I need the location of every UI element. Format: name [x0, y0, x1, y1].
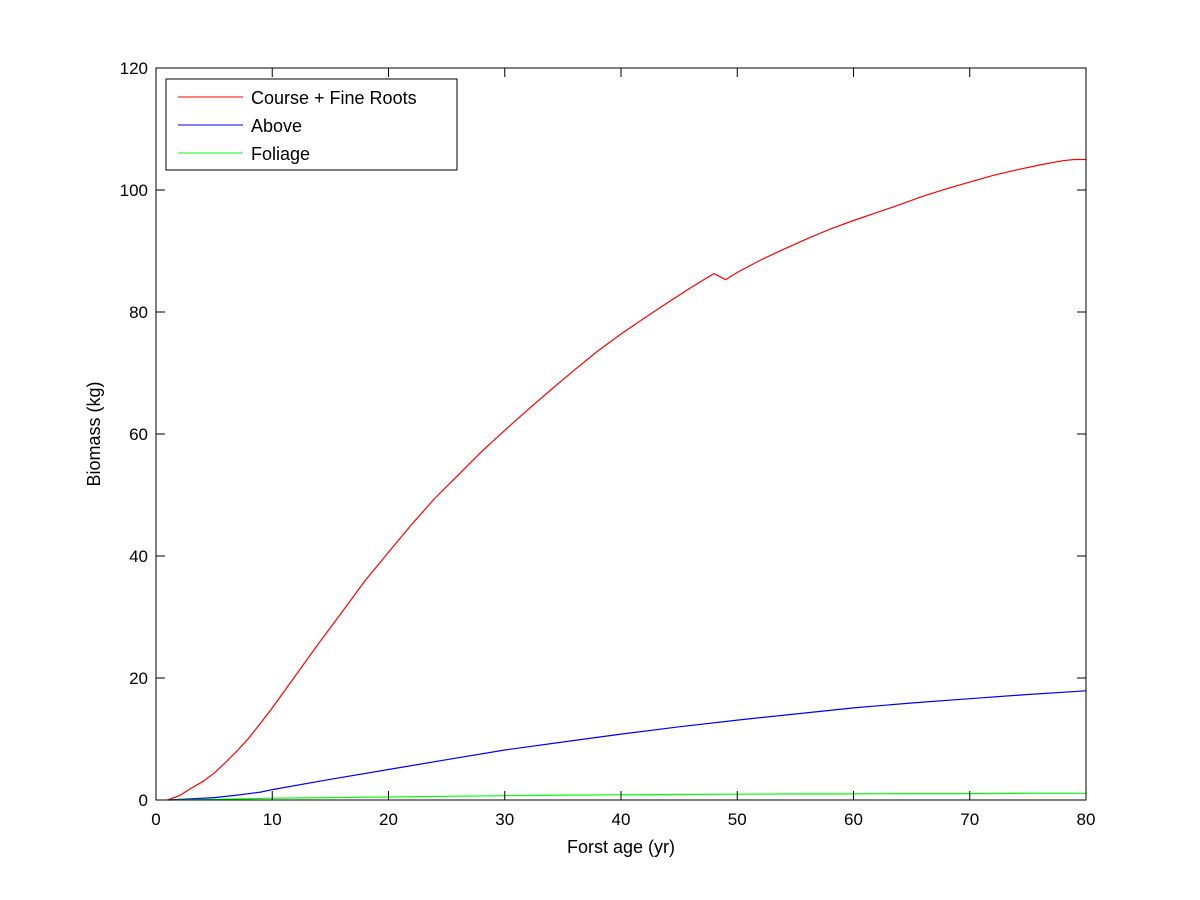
x-tick-label: 20	[379, 810, 398, 829]
x-tick-label: 10	[263, 810, 282, 829]
y-tick-label: 0	[139, 791, 148, 810]
x-tick-label: 60	[844, 810, 863, 829]
y-tick-label: 80	[129, 303, 148, 322]
y-tick-label: 100	[120, 181, 148, 200]
tick-layer: 0 10 20 30 40 50 60 70 80 0 20 40 60 80 100 120	[120, 59, 1096, 829]
series-line-0	[167, 158, 1086, 801]
plot-area	[156, 68, 1086, 800]
y-tick-label: 40	[129, 547, 148, 566]
x-tick-label: 0	[151, 810, 160, 829]
y-tick-label: 120	[120, 59, 148, 78]
x-tick-label: 80	[1077, 810, 1096, 829]
x-tick-label: 70	[960, 810, 979, 829]
x-tick-label: 50	[728, 810, 747, 829]
legend: Course + Fine Roots Above Foliage	[165, 78, 458, 171]
legend-label-above: Above	[251, 116, 302, 136]
legend-label-foliage: Foliage	[251, 144, 310, 164]
x-tick-label: 30	[495, 810, 514, 829]
legend-label-roots: Course + Fine Roots	[251, 88, 417, 108]
x-axis-label: Forst age (yr)	[567, 837, 675, 857]
x-tick-label: 40	[612, 810, 631, 829]
y-tick-label: 20	[129, 669, 148, 688]
y-tick-label: 60	[129, 425, 148, 444]
series-line-1	[167, 690, 1087, 801]
y-axis-label: Biomass (kg)	[84, 381, 104, 486]
